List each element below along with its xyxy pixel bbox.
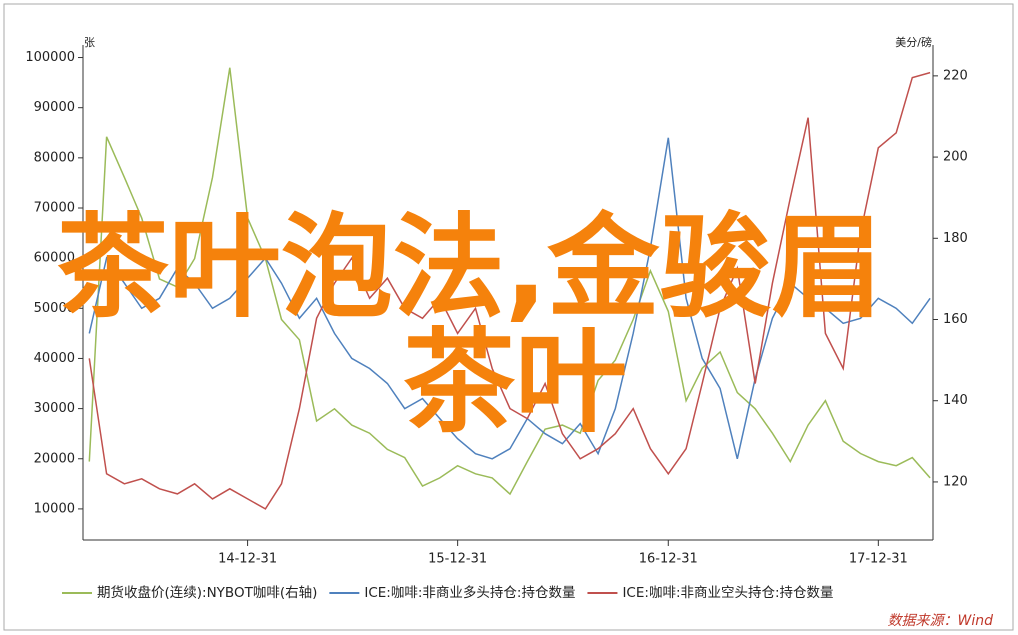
legend-label: ICE:咖啡:非商业空头持仓:持仓数量 [622,585,833,601]
y-axis-unit: 张 [84,36,95,49]
y2-tick-label: 160 [943,312,968,327]
x-tick-label: 17-12-31 [849,552,908,567]
y2-tick-label: 220 [943,68,968,83]
series-line [88,71,931,510]
y-tick-label: 70000 [34,200,75,215]
y-tick-label: 50000 [34,301,75,316]
x-tick-label: 14-12-31 [218,552,277,567]
legend-label: 期货收盘价(连续):NYBOT咖啡(右轴) [97,584,317,601]
series-line [88,67,931,496]
plot-area: 10000 20000 30000 40000 50000 60000 70000 80000… [25,45,968,567]
y2-tick-label: 120 [943,474,968,489]
frame [3,3,1014,631]
y2-tick-label: 200 [943,150,968,165]
y-tick-label: 90000 [34,100,75,115]
y-tick-label: 60000 [34,251,75,266]
y2-axis-unit: 美分/磅 [895,35,932,49]
legend-label: ICE:咖啡:非商业多头持仓:持仓数量 [364,584,575,601]
overlay-text: 茶叶泡法,金骏眉 [57,203,884,333]
y-tick-label: 20000 [34,451,75,466]
y2-tick-label: 180 [943,231,968,246]
y-tick-label: 80000 [34,150,75,165]
y-tick-label: 40000 [34,351,75,366]
series-line [88,137,931,460]
y2-tick-label: 140 [943,393,968,408]
source: 数据来源：Wind [888,613,994,629]
y-tick-label: 100000 [25,50,75,65]
overlay-text: 茶叶 [403,318,627,448]
y-tick-label: 30000 [34,401,75,416]
x-tick-label: 16-12-31 [639,552,698,567]
x-tick-label: 15-12-31 [428,552,487,567]
y-tick-label: 10000 [34,501,75,516]
